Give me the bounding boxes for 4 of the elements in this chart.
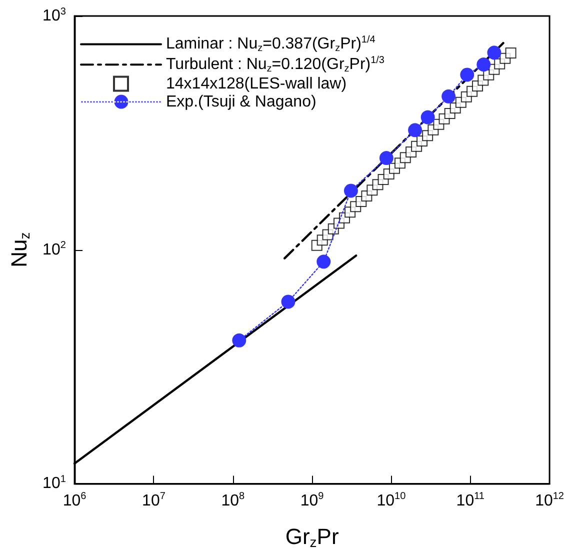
- point: [505, 47, 516, 58]
- legend-label: 14x14x128(LES-wall law): [166, 75, 347, 92]
- y-axis-title: Nuz: [6, 232, 33, 268]
- legend-label: Exp.(Tsuji & Nagano): [166, 93, 316, 110]
